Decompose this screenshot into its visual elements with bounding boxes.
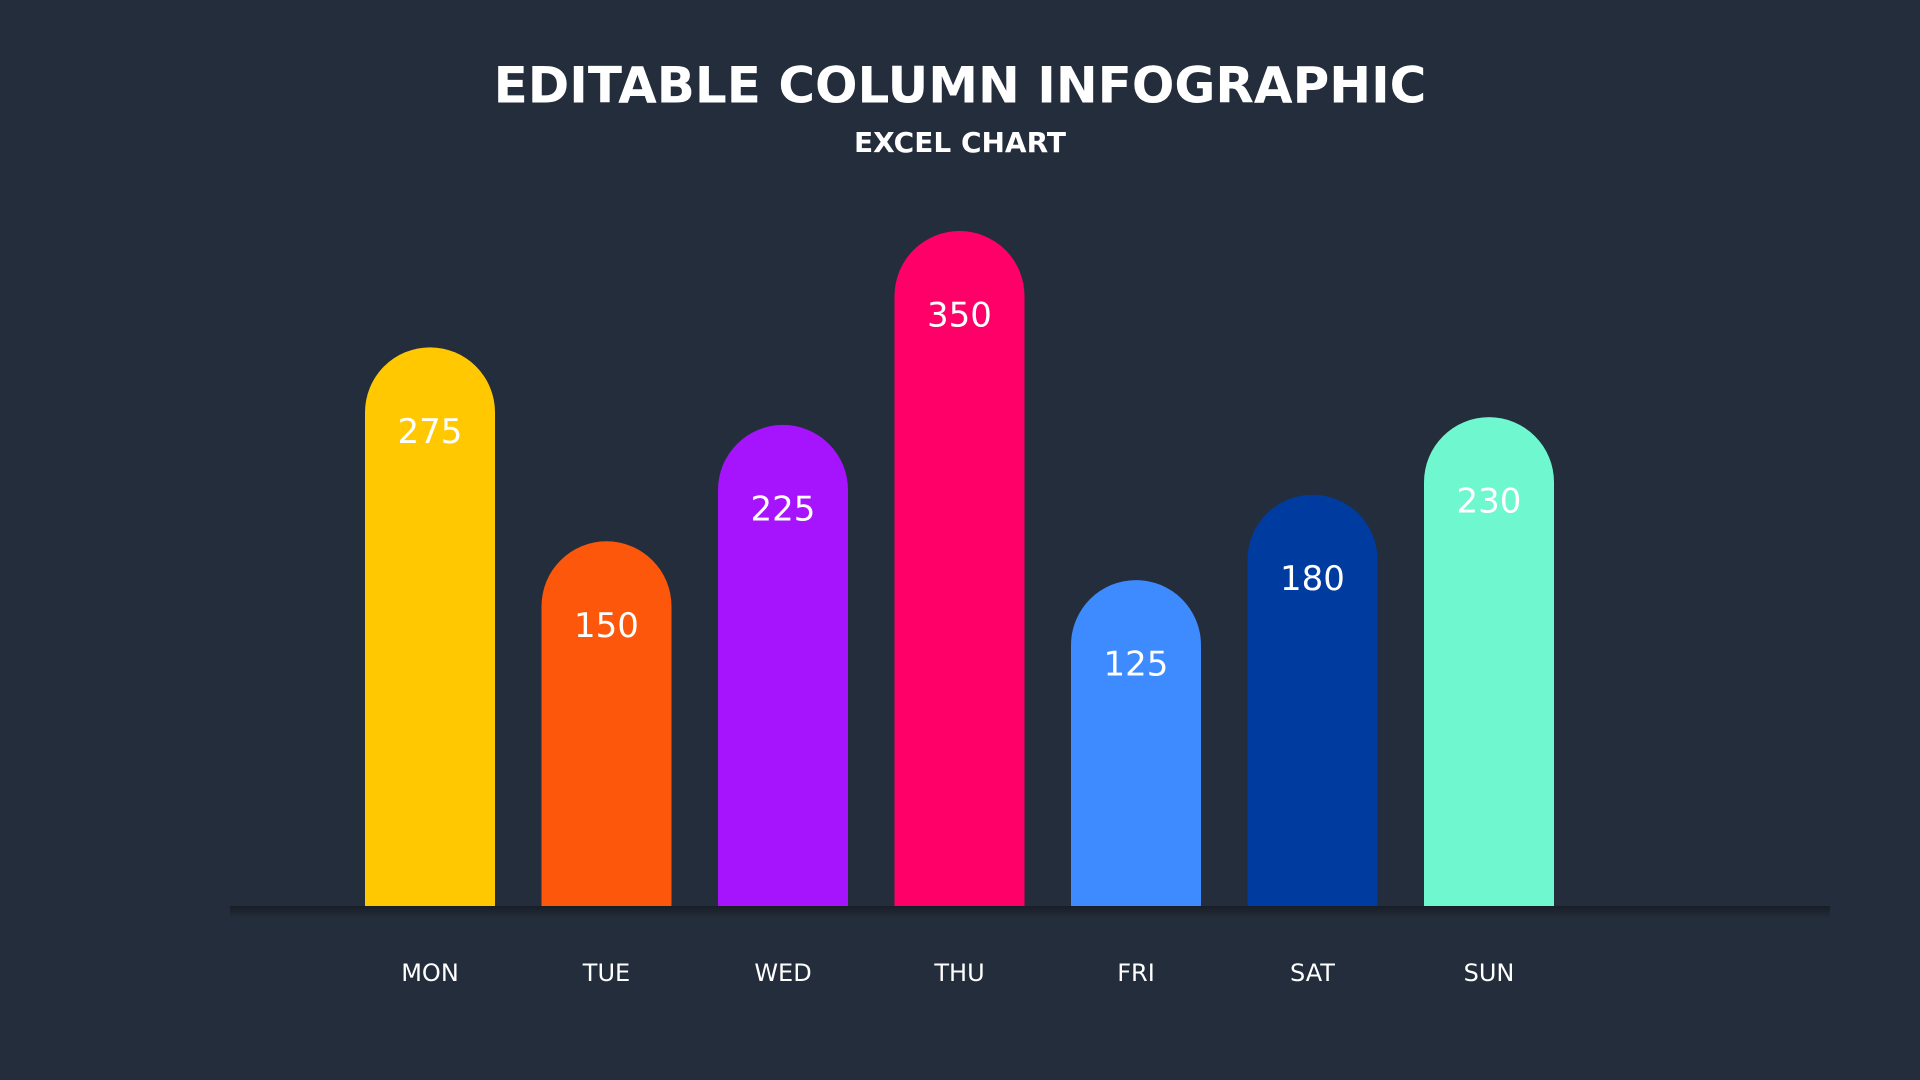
value-label: 150: [574, 606, 639, 646]
x-tick-label: FRI: [1117, 959, 1155, 987]
x-tick-label: WED: [754, 959, 811, 987]
x-tick-label: MON: [401, 959, 459, 987]
x-tick-label: TUE: [582, 959, 630, 987]
chart-subtitle: EXCEL CHART: [854, 126, 1066, 159]
value-label: 350: [927, 296, 992, 336]
x-tick-label: SAT: [1290, 959, 1335, 987]
chart-title: EDITABLE COLUMN INFOGRAPHIC: [494, 57, 1427, 115]
value-label: 125: [1104, 645, 1169, 685]
bar: [894, 231, 1025, 907]
bar: [718, 424, 848, 906]
value-label: 225: [751, 489, 816, 529]
bar: [365, 347, 495, 906]
value-label: 230: [1457, 482, 1522, 522]
value-label: 275: [398, 412, 463, 452]
bar: [1071, 580, 1201, 906]
value-label: 180: [1280, 559, 1345, 599]
bar: [541, 541, 672, 906]
bar: [1247, 494, 1378, 906]
x-tick-label: THU: [933, 959, 984, 987]
floor-shadow: [230, 906, 1830, 918]
bar: [1424, 417, 1554, 906]
x-tick-label: SUN: [1464, 959, 1515, 987]
